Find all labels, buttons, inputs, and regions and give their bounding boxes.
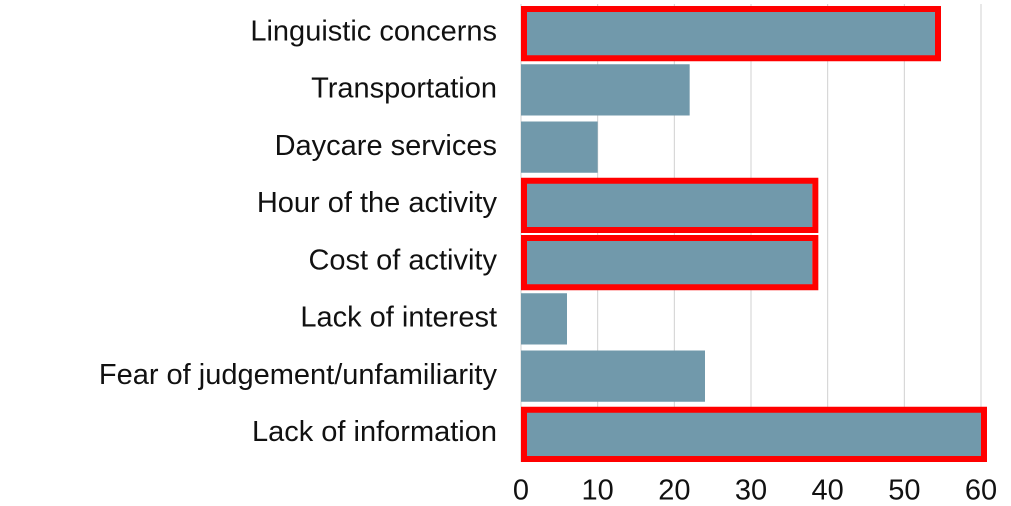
bar	[521, 407, 981, 459]
x-tick-label: 10	[582, 475, 614, 506]
bar	[521, 236, 813, 288]
x-tick-label: 0	[513, 475, 529, 506]
y-tick-label: Cost of activity	[308, 244, 497, 276]
y-tick-label: Linguistic concerns	[250, 15, 497, 47]
x-tick-label: 30	[735, 475, 767, 506]
y-tick-label: Lack of information	[252, 416, 497, 448]
bar	[521, 178, 813, 230]
bar	[521, 350, 705, 402]
highlight-box	[521, 235, 819, 291]
highlight-box	[521, 177, 819, 233]
bar	[521, 121, 598, 173]
bar	[521, 293, 567, 345]
y-tick-label: Hour of the activity	[257, 187, 498, 219]
x-tick-label: 20	[658, 475, 690, 506]
y-tick-label: Lack of interest	[300, 302, 497, 334]
x-tick-label: 40	[812, 475, 844, 506]
y-tick-label: Daycare services	[275, 130, 497, 162]
y-tick-label: Transportation	[311, 73, 497, 105]
y-tick-label: Fear of judgement/unfamiliarity	[99, 359, 498, 391]
x-tick-label: 60	[965, 475, 997, 506]
x-tick-label: 50	[888, 475, 920, 506]
bar	[521, 64, 690, 116]
highlight-box	[521, 406, 987, 462]
bar	[521, 7, 935, 59]
highlight-box	[521, 6, 941, 62]
